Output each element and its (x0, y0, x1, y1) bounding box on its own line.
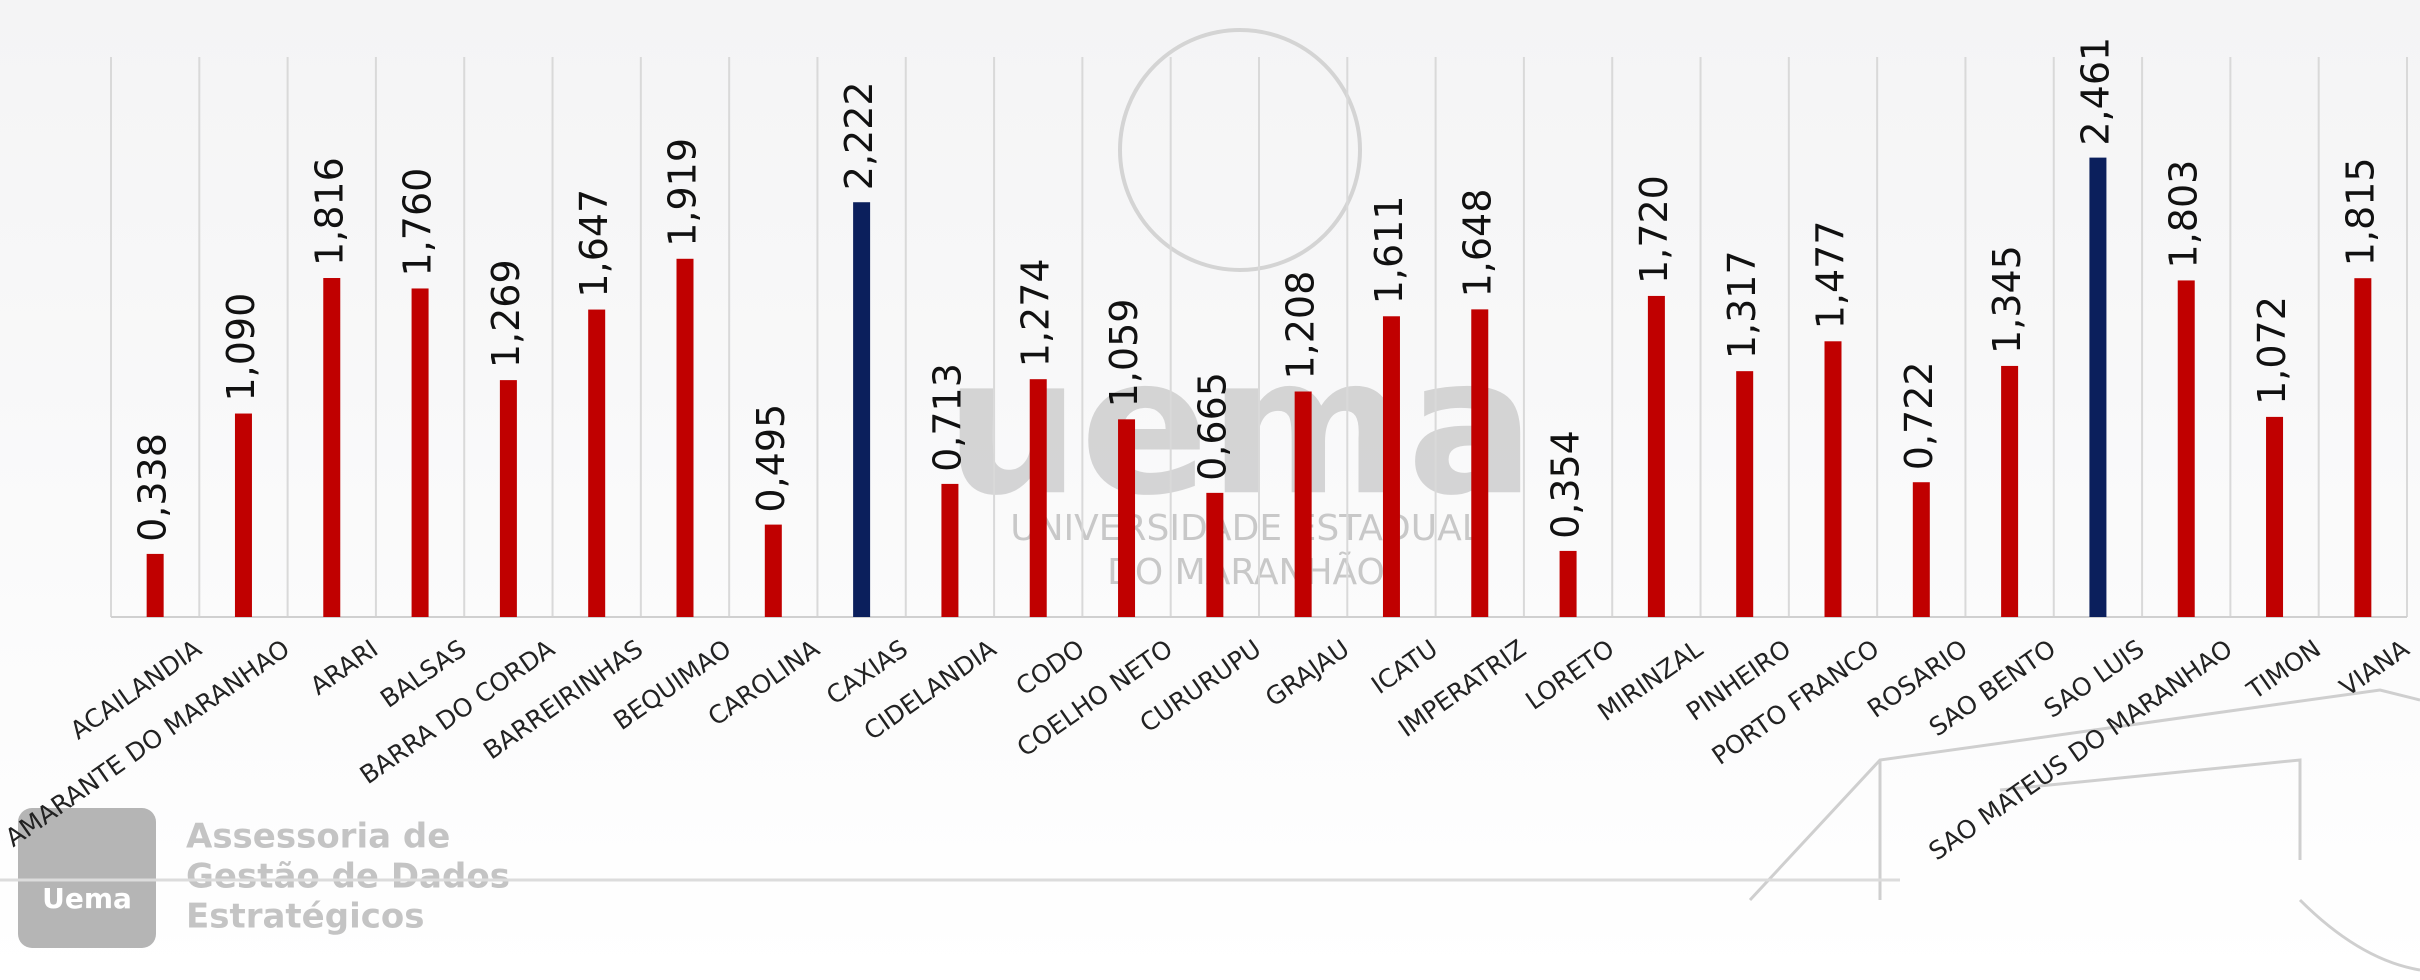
value-label: 0,338 (131, 433, 175, 542)
value-label: 1,072 (2250, 296, 2294, 405)
watermark-text: DO MARANHÃO (1107, 551, 1385, 593)
logo-line: Assessoria de (186, 817, 450, 857)
bar (2266, 416, 2284, 617)
bar (1559, 550, 1577, 617)
value-label: 1,090 (219, 293, 263, 402)
logo-line: Gestão de Dados (186, 857, 510, 897)
value-label: 1,345 (1985, 245, 2029, 354)
value-label: 1,816 (307, 157, 351, 266)
bar (1206, 492, 1224, 617)
bar (853, 202, 871, 617)
bar (1647, 295, 1665, 617)
watermark-text: UNIVERSIDADE ESTADUAL (1010, 508, 1482, 549)
value-label: 1,648 (1455, 189, 1499, 298)
logo-line: Estratégicos (186, 897, 424, 937)
bar (588, 309, 606, 617)
value-label: 1,815 (2338, 157, 2382, 266)
bar (941, 483, 959, 617)
bar (1294, 391, 1312, 617)
bar (1912, 482, 1930, 617)
bar (1382, 316, 1400, 617)
bar (1824, 341, 1842, 617)
value-label: 0,495 (749, 404, 793, 513)
value-label: 1,274 (1014, 258, 1058, 367)
value-label: 1,208 (1279, 271, 1323, 380)
watermark-seal (1118, 28, 1362, 272)
value-label: 1,611 (1367, 195, 1411, 304)
logo: Uema Assessoria de Gestão de Dados Estra… (18, 808, 510, 948)
value-label: 1,269 (484, 259, 528, 368)
logo-text: Uema (42, 882, 132, 915)
bar (1029, 379, 1047, 617)
bar (234, 413, 252, 617)
bar (499, 380, 517, 617)
value-label: 1,803 (2162, 160, 2206, 269)
value-label: 1,317 (1720, 250, 1764, 359)
value-label: 0,665 (1190, 372, 1234, 481)
bar (1471, 309, 1489, 617)
bar (323, 278, 341, 617)
bar (411, 288, 429, 617)
building-sketch (1748, 688, 2420, 972)
bar (2354, 278, 2372, 617)
value-label: 0,713 (925, 363, 969, 472)
bar (2177, 280, 2195, 617)
value-label: 1,059 (1102, 299, 1146, 408)
value-label: 1,720 (1632, 175, 1676, 284)
value-label: 1,477 (1809, 220, 1853, 329)
value-label: 2,461 (2073, 37, 2117, 146)
value-label: 1,919 (661, 138, 705, 247)
logo-box (18, 808, 156, 948)
value-label: 2,222 (837, 81, 881, 190)
bar (146, 553, 164, 617)
value-label: 1,647 (572, 189, 616, 298)
bar (676, 258, 694, 617)
value-label: 0,722 (1897, 361, 1941, 470)
bar (2001, 365, 2019, 617)
value-label: 0,354 (1544, 430, 1588, 539)
bar (1736, 371, 1754, 617)
bar (764, 524, 782, 617)
value-label: 1,760 (396, 168, 440, 277)
bar (1118, 419, 1136, 617)
bar (2089, 157, 2107, 617)
